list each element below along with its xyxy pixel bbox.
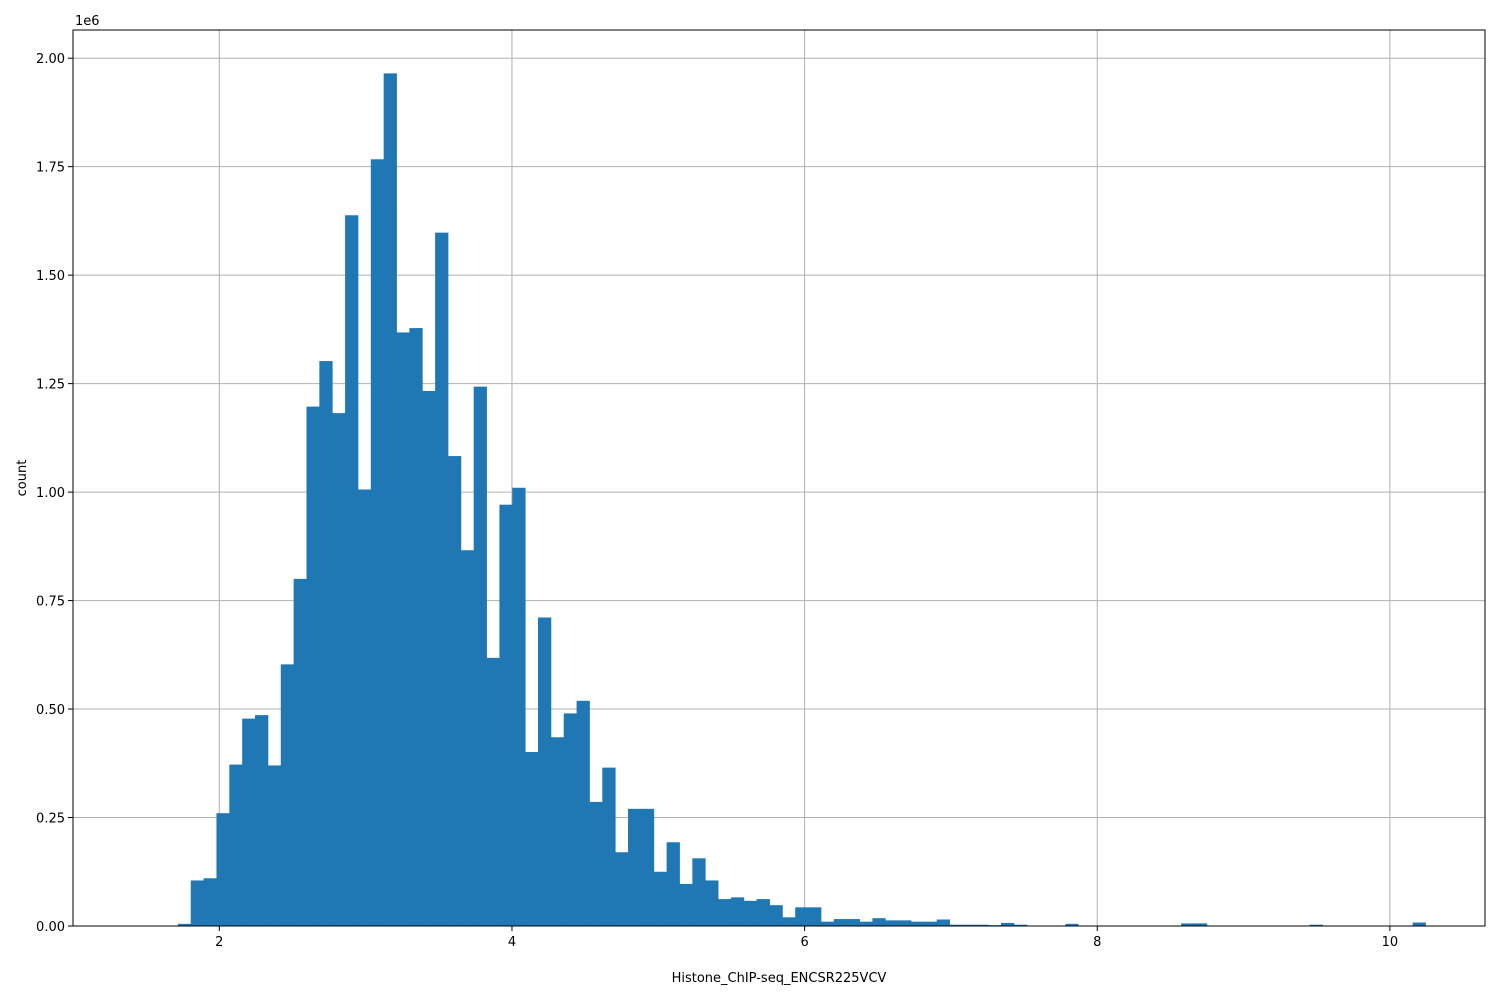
histogram-bar <box>203 878 217 926</box>
histogram-bar <box>705 880 719 926</box>
histogram-bar <box>293 578 307 926</box>
histogram-bar <box>975 924 989 926</box>
histogram-bar <box>550 737 565 926</box>
histogram-bar <box>1181 923 1195 926</box>
x-tick-label: 2 <box>215 935 223 950</box>
histogram-bar <box>666 842 680 926</box>
histogram-bar <box>833 919 848 926</box>
y-tick-label: 0.75 <box>36 595 65 610</box>
histogram-bar <box>383 73 397 926</box>
y-tick-label: 1.25 <box>36 378 65 393</box>
y-tick-label: 0.25 <box>36 812 65 827</box>
histogram-bar <box>255 715 269 926</box>
x-tick-label: 6 <box>800 935 808 950</box>
y-tick-label: 2.00 <box>36 52 65 67</box>
histogram-bar <box>370 159 385 926</box>
y-axis-label: count <box>15 460 30 497</box>
histogram-bar <box>756 899 770 926</box>
histogram-bar <box>409 328 423 926</box>
histogram-bar <box>576 700 590 926</box>
histogram-bar <box>795 907 809 926</box>
histogram-bar <box>499 504 513 926</box>
histogram-bar <box>229 764 243 926</box>
plot-frame <box>72 29 1486 927</box>
histogram-bar <box>1013 924 1028 926</box>
histogram-bar <box>602 767 616 926</box>
histogram-bar <box>898 920 912 926</box>
histogram-bar <box>525 752 539 926</box>
x-axis-label: Histone_ChIP-seq_ENCSR225VCV <box>672 971 887 986</box>
histogram-bar <box>936 919 950 926</box>
histogram-bar <box>216 813 230 926</box>
histogram-bar <box>628 808 642 926</box>
histogram-bar <box>280 664 295 926</box>
x-tick-label: 4 <box>508 935 516 950</box>
x-tick-label: 10 <box>1382 935 1399 950</box>
histogram-bar <box>1193 923 1208 926</box>
y-axis-offset-text: 1e6 <box>75 14 100 29</box>
histogram-bar <box>267 765 282 926</box>
histogram-bar <box>447 456 462 926</box>
x-axis-ticks: 2 4 6 8 10 <box>215 926 1398 950</box>
histogram-bar <box>872 918 886 926</box>
histogram-bar <box>332 413 346 926</box>
histogram-bar <box>589 801 603 926</box>
histogram-bar <box>718 899 732 926</box>
histogram-bar <box>782 917 796 926</box>
histogram-bar <box>679 883 693 926</box>
histogram-bar <box>949 924 963 926</box>
histogram-bar <box>615 852 629 926</box>
histogram-bar <box>177 923 192 926</box>
x-tick-label: 8 <box>1093 935 1101 950</box>
histogram-bar <box>846 919 860 926</box>
y-tick-label: 1.00 <box>36 486 65 501</box>
histogram-bar <box>820 921 835 926</box>
histogram-bars <box>177 73 1426 927</box>
histogram-bar <box>692 858 706 926</box>
histogram-bar <box>306 406 320 926</box>
histogram-bar <box>396 332 410 926</box>
histogram-bar <box>357 489 372 926</box>
histogram-bar <box>1412 922 1426 926</box>
histogram-bar <box>962 924 976 926</box>
histogram-bar <box>190 880 205 926</box>
histogram-bar <box>769 905 783 926</box>
histogram-bar <box>1001 922 1015 926</box>
y-tick-label: 0.50 <box>36 703 65 718</box>
histogram-bar <box>538 617 552 926</box>
histogram-bar <box>422 391 436 926</box>
histogram-bar <box>242 718 256 926</box>
y-tick-label: 1.50 <box>36 269 65 284</box>
histogram-bar <box>319 361 333 926</box>
histogram-bar <box>743 900 758 926</box>
y-axis-ticks: 0.00 0.25 0.50 0.75 1.00 1.25 1.50 1.75 2.00 <box>36 52 73 935</box>
histogram-bar <box>1065 923 1079 926</box>
histogram-bar <box>473 386 487 926</box>
histogram-bar <box>460 550 475 926</box>
histogram-bar <box>910 921 925 926</box>
histogram-bar <box>859 921 873 926</box>
histogram-bar <box>563 713 577 926</box>
y-tick-label: 1.75 <box>36 161 65 176</box>
histogram-bar <box>885 920 899 926</box>
histogram-bar <box>486 657 500 926</box>
y-tick-label: 0.00 <box>36 920 65 935</box>
histogram-bar <box>512 487 526 926</box>
histogram-bar <box>345 215 359 926</box>
histogram-bar <box>653 871 668 926</box>
histogram-bar <box>808 907 822 926</box>
histogram-bar <box>435 232 449 927</box>
histogram-bar <box>640 808 655 926</box>
histogram-bar <box>730 897 745 926</box>
histogram-bar <box>1309 924 1323 926</box>
histogram-bar <box>923 921 938 926</box>
